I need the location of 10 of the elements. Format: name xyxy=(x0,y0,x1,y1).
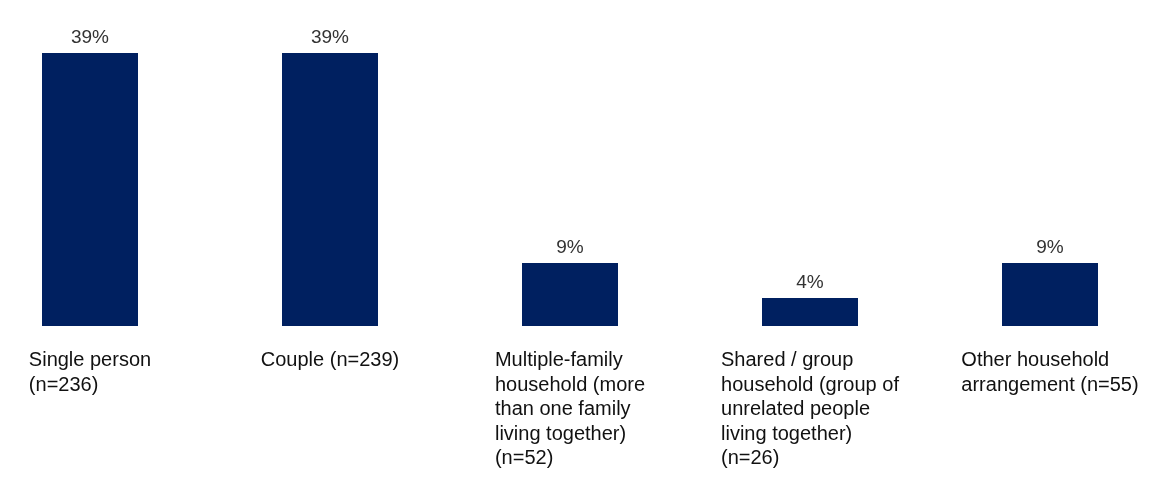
data-label: 39% xyxy=(70,26,110,47)
x-tick-label: Single person (n=236) xyxy=(28,348,152,395)
x-tick-label: Couple (n=239) xyxy=(260,348,400,370)
data-label: 4% xyxy=(796,271,824,292)
x-tick-label: Other household arrangement (n=55) xyxy=(961,348,1139,395)
x-tick-label: Shared / group household (group of unrelated people living together) (n=26) xyxy=(721,348,900,468)
data-label: 9% xyxy=(1036,236,1064,257)
data-label: 39% xyxy=(310,26,350,47)
x-tick-label: Multiple-family household (more than one family living together) (n=52) xyxy=(494,348,646,468)
data-label: 9% xyxy=(556,236,584,257)
